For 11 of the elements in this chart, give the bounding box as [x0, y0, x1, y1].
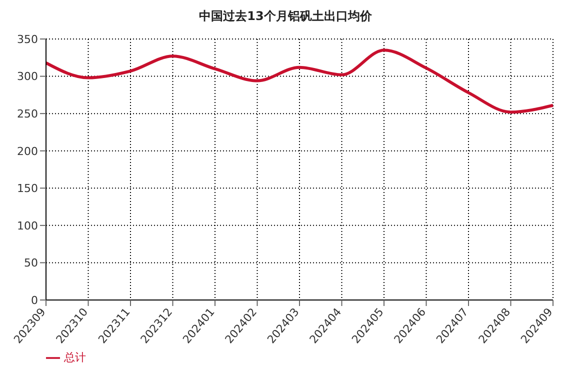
y-tick-label: 200	[17, 144, 38, 158]
y-tick-label: 150	[17, 182, 38, 196]
y-tick-label: 250	[17, 107, 38, 120]
y-tick-label: 300	[17, 70, 38, 84]
legend-label: 总计	[64, 351, 86, 364]
y-tick-label: 100	[17, 219, 38, 232]
y-tick-label: 350	[17, 32, 38, 46]
y-tick-label: 50	[24, 256, 38, 270]
line-series	[44, 48, 554, 114]
y-tick-label: 0	[31, 294, 38, 307]
chart-title: 中国过去13个月铝矾土出口均价	[198, 8, 373, 25]
